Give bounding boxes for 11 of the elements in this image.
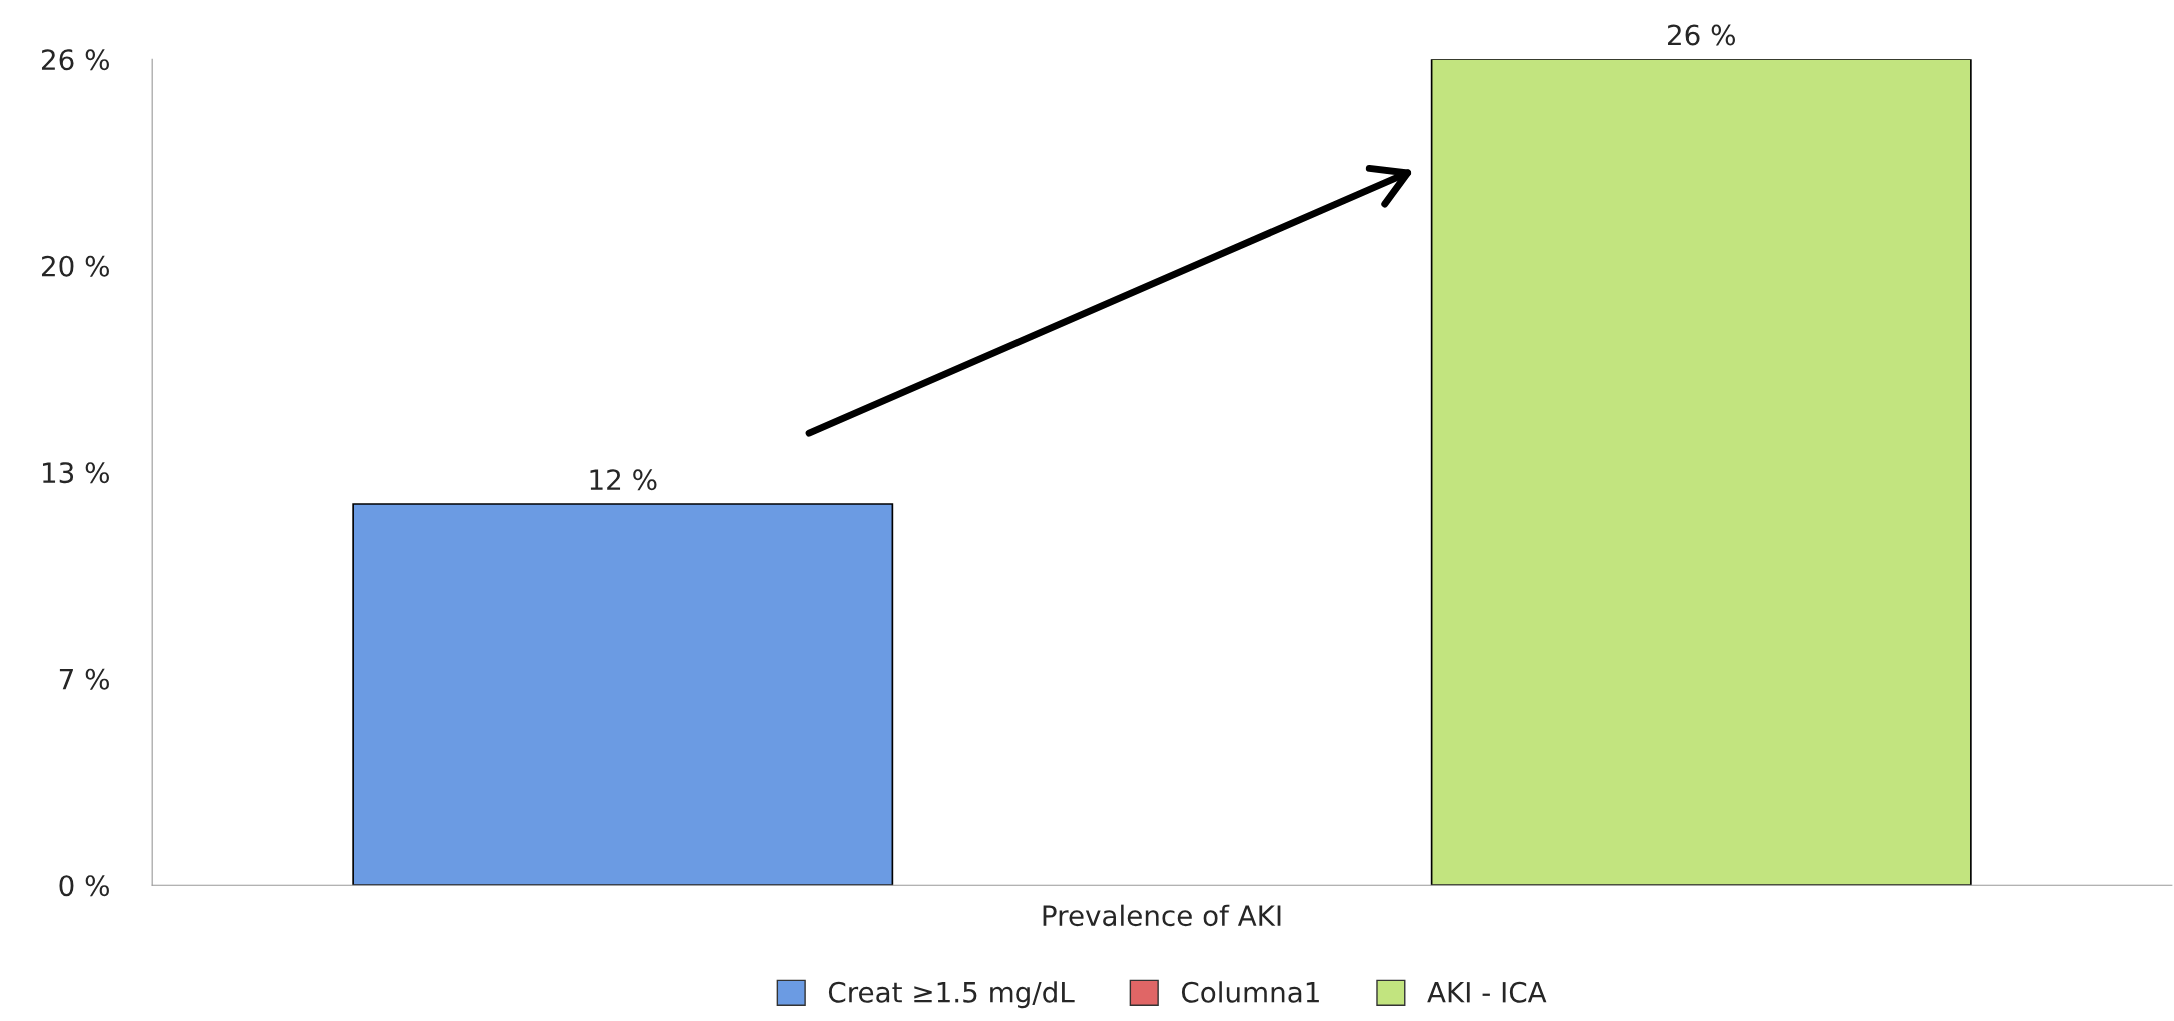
y-tick-label: 0 % [59, 875, 109, 897]
data-label: 12 % [590, 469, 657, 491]
legend-label: Creat ≥1.5 mg/dL [828, 981, 1075, 1009]
data-label: 26 % [1668, 24, 1735, 46]
y-tick-label: 26 % [41, 49, 109, 71]
x-tick-label: Prevalence of AKI [1043, 904, 1281, 927]
y-tick-label: 13 % [43, 462, 109, 484]
legend-label: Columna1 [1181, 981, 1319, 1003]
legend-label: AKI - ICA [1427, 981, 1547, 1003]
y-tick-label: 7 % [59, 668, 109, 690]
y-tick-label: 20 % [41, 255, 109, 277]
